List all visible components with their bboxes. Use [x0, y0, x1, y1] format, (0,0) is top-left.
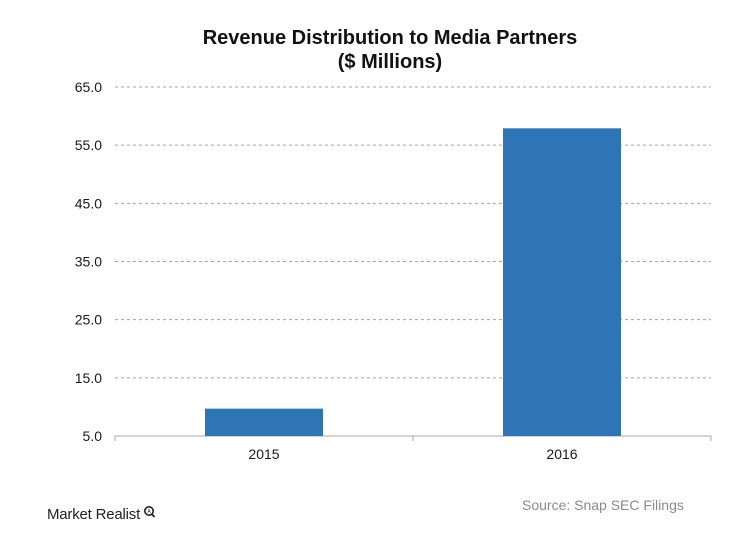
x-tick-label: 2016	[546, 446, 577, 462]
y-tick-label: 15.0	[75, 370, 102, 386]
source-note: Source: Snap SEC Filings	[522, 497, 684, 513]
brand-logo: Market Realist A	[47, 505, 156, 523]
chart-subtitle: ($ Millions)	[337, 51, 443, 73]
magnifier-icon: A	[142, 505, 156, 523]
y-tick-label: 55.0	[75, 137, 102, 153]
y-tick-label: 35.0	[75, 254, 102, 270]
chart-title-block: Revenue Distribution to Media Partners (…	[0, 26, 755, 74]
y-tick-label: 5.0	[83, 428, 103, 444]
svg-text:A: A	[147, 509, 151, 515]
bar	[205, 408, 323, 436]
y-tick-label: 25.0	[75, 312, 102, 328]
brand-name: Market Realist	[47, 505, 141, 523]
y-tick-label: 65.0	[75, 79, 102, 95]
chart-title: Revenue Distribution to Media Partners	[202, 27, 578, 49]
bar	[503, 128, 621, 436]
x-tick-label: 2015	[248, 446, 279, 462]
y-tick-label: 45.0	[75, 195, 102, 211]
